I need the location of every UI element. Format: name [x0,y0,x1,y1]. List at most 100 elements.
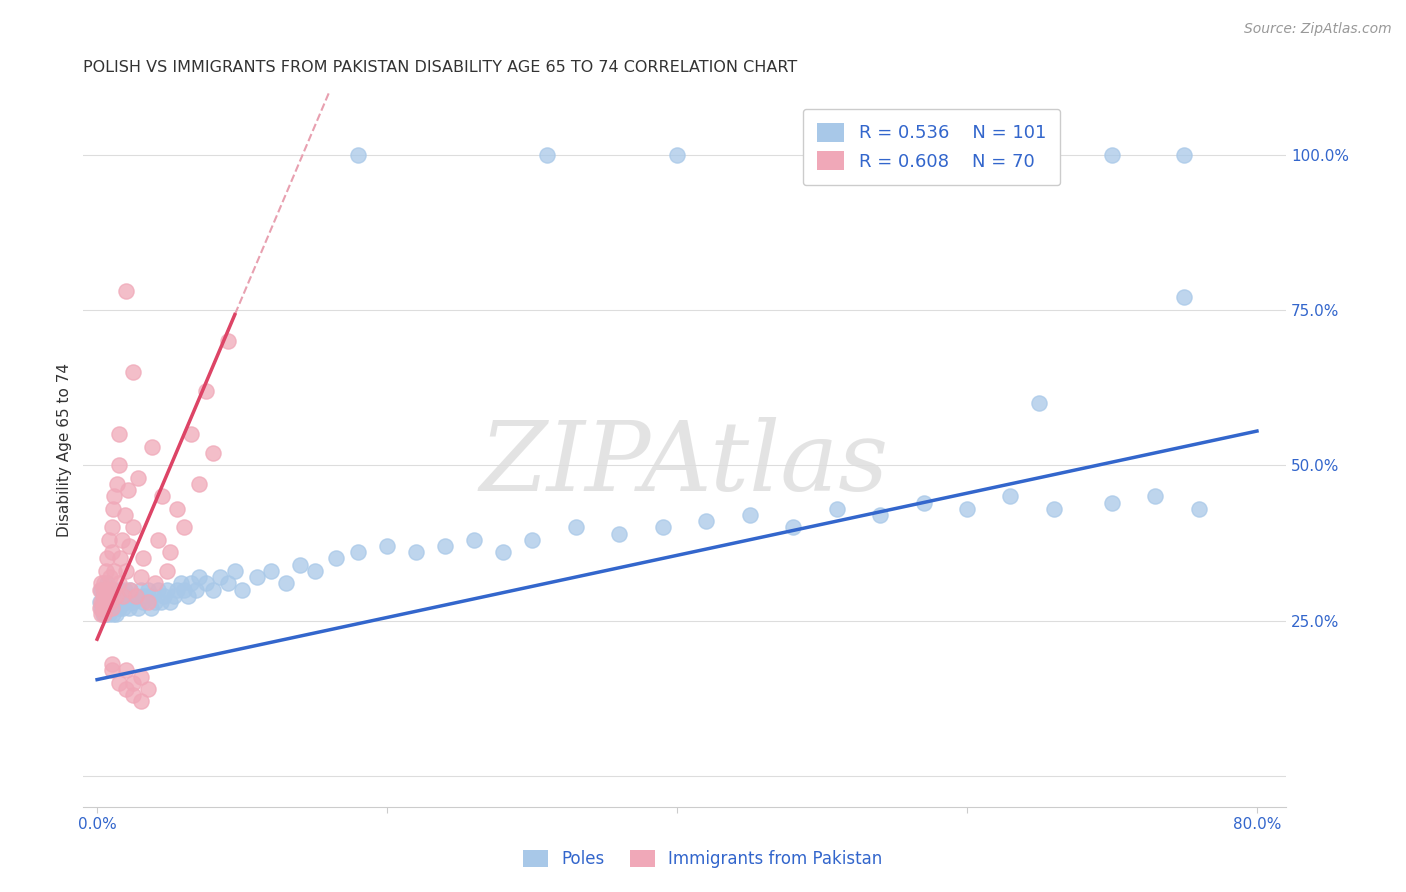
Point [112,601,135,615]
Point [90,607,112,622]
Point [120,582,142,597]
Point [129,570,152,584]
Point [100,601,122,615]
Point [520,533,543,547]
Point [129,582,152,597]
Point [114,582,136,597]
Point [1101,495,1123,509]
Point [187,476,209,491]
Point [127,601,149,615]
Point [782,520,804,534]
Point [325,551,347,566]
Point [103,489,125,503]
Point [149,595,172,609]
Point [141,589,163,603]
Point [122,520,145,534]
Point [492,545,515,559]
Point [98,595,121,609]
Point [666,147,689,161]
Point [180,427,202,442]
Point [108,582,131,597]
Point [173,582,195,597]
Point [194,384,217,398]
Point [136,681,159,696]
Point [94,564,117,578]
Point [1144,489,1167,503]
Point [129,694,152,708]
Point [100,520,122,534]
Point [166,501,188,516]
Point [695,514,717,528]
Text: POLISH VS IMMIGRANTS FROM PAKISTAN DISABILITY AGE 65 TO 74 CORRELATION CHART: POLISH VS IMMIGRANTS FROM PAKISTAN DISAB… [83,60,797,75]
Point [869,508,891,522]
Point [96,589,118,603]
Point [98,589,121,603]
Point [1173,147,1195,161]
Point [304,564,326,578]
Point [143,576,166,591]
Point [100,663,122,677]
Point [122,595,145,609]
Point [1188,501,1211,516]
Point [104,595,127,609]
Point [536,147,558,161]
Point [96,551,118,566]
Point [912,495,935,509]
Point [108,458,131,473]
Point [187,570,209,584]
Point [150,489,173,503]
Point [912,147,935,161]
Point [118,601,141,615]
Point [156,564,179,578]
Point [1173,290,1195,304]
Point [143,595,166,609]
Point [104,589,127,603]
Point [163,589,186,603]
Point [127,471,149,485]
Point [110,551,132,566]
Point [91,607,114,622]
Point [274,576,297,591]
Point [184,582,207,597]
Point [209,570,232,584]
Point [231,582,253,597]
Legend: R = 0.536    N = 101, R = 0.608    N = 70: R = 0.536 N = 101, R = 0.608 N = 70 [803,109,1060,186]
Point [89,582,111,597]
Point [93,576,115,591]
Point [108,675,131,690]
Point [122,365,145,379]
Point [1000,489,1022,503]
Point [159,595,181,609]
Point [607,526,630,541]
Point [97,582,120,597]
Point [117,589,139,603]
Point [100,545,122,559]
Point [463,533,485,547]
Point [146,582,169,597]
Point [122,675,145,690]
Point [101,589,124,603]
Point [347,545,370,559]
Point [141,440,163,454]
Text: ZIPAtlas: ZIPAtlas [479,417,889,511]
Point [105,589,128,603]
Point [170,576,193,591]
Point [89,595,111,609]
Point [651,520,673,534]
Point [132,551,155,566]
Point [114,508,136,522]
Point [89,601,111,615]
Point [217,334,239,348]
Point [115,285,138,299]
Point [118,539,141,553]
Point [96,576,118,591]
Point [97,607,120,622]
Point [224,564,246,578]
Point [122,688,145,702]
Point [90,582,112,597]
Point [132,595,155,609]
Point [115,564,138,578]
Point [156,582,179,597]
Point [104,607,127,622]
Point [93,595,115,609]
